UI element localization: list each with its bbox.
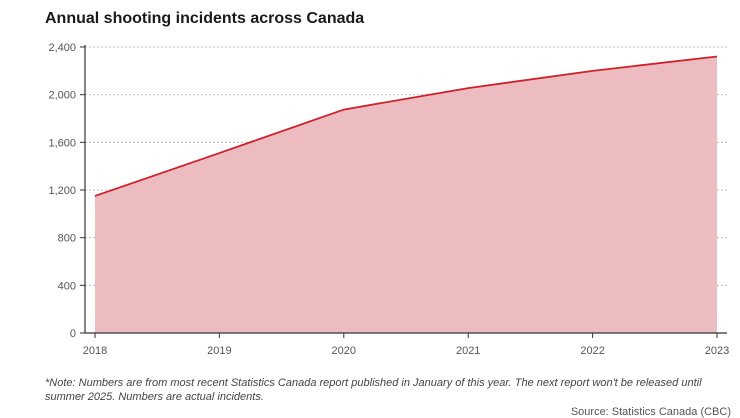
y-tick-label: 800: [58, 233, 76, 245]
series-area-fill: [95, 56, 717, 334]
y-tick-label: 1,600: [48, 137, 76, 149]
x-tick-label: 2020: [332, 345, 356, 357]
y-tick-label: 1,200: [48, 185, 76, 197]
x-tick-label: 2018: [83, 345, 107, 357]
series-line: [94, 55, 718, 197]
x-tick-label: 2022: [580, 345, 604, 357]
chart-title: Annual shooting incidents across Canada: [45, 10, 365, 27]
y-tick-label: 400: [58, 280, 76, 292]
x-axis-ticks: 2018 2019 2020 2021 2022 2023: [83, 333, 729, 357]
source-credit: Source: Statistics Canada (CBC): [570, 406, 731, 418]
y-tick-label: 0: [70, 328, 76, 340]
footnote: *Note: Numbers are from most recent Stat…: [45, 377, 702, 403]
x-tick-label: 2021: [456, 345, 480, 357]
y-tick-label: 2,000: [48, 90, 76, 102]
y-axis-ticks: 0 400 800 1,200 1,600 2,000 2,400: [48, 42, 85, 340]
y-tick-label: 2,400: [48, 42, 76, 54]
x-tick-label: 2019: [207, 345, 231, 357]
x-tick-label: 2023: [705, 345, 729, 357]
